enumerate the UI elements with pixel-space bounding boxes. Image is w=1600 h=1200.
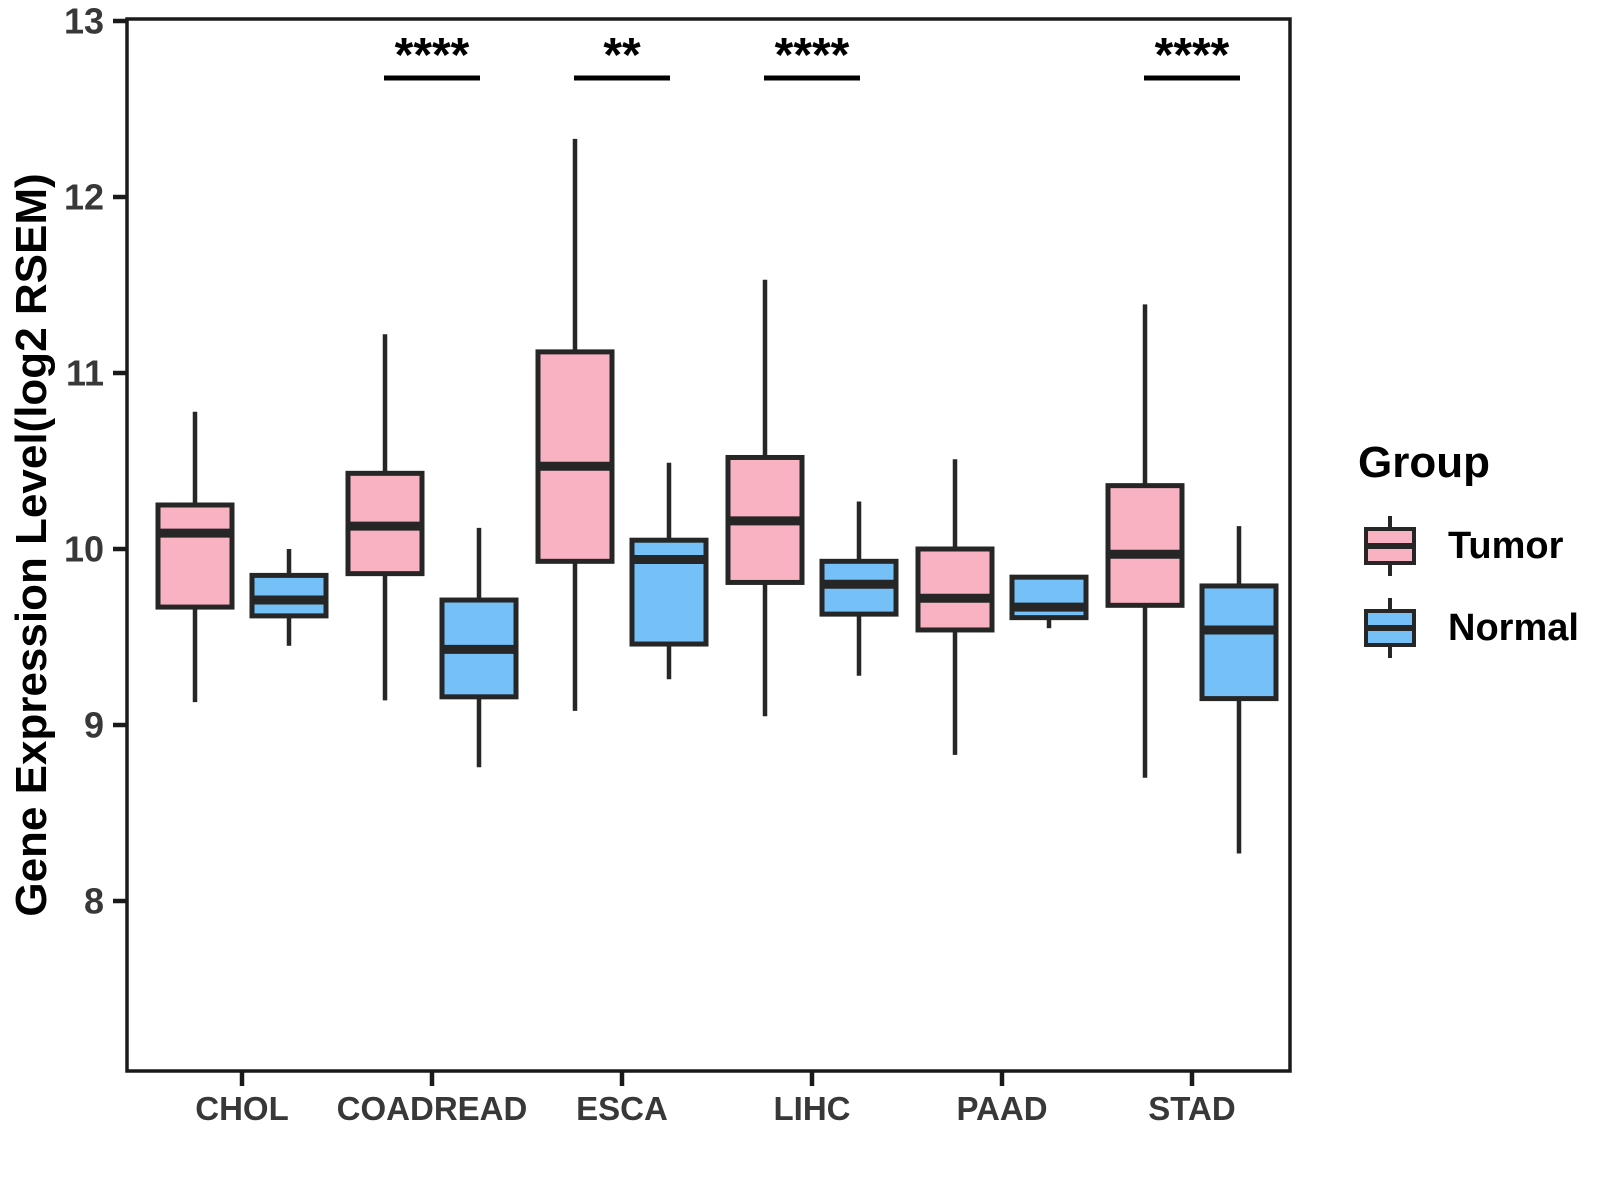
y-axis-title: Gene Expression Level(log2 RSEM): [7, 173, 56, 916]
legend-item-tumor: Tumor: [1362, 514, 1600, 578]
legend: Group Tumor Normal: [1328, 438, 1600, 678]
legend-label-normal: Normal: [1448, 606, 1579, 649]
x-tick-label-STAD: STAD: [1148, 1090, 1235, 1127]
legend-label-tumor: Tumor: [1448, 524, 1564, 567]
y-tick-label-9: 9: [84, 705, 104, 746]
significance-stars-STAD: ****: [1155, 29, 1230, 82]
normal-boxplot-key-icon: [1364, 598, 1416, 658]
box-Normal-STAD: [1199, 583, 1279, 702]
x-tick-label-CHOL: CHOL: [195, 1090, 289, 1127]
y-tick-label-12: 12: [64, 177, 104, 218]
significance-stars-COADREAD: ****: [395, 29, 470, 82]
tumor-boxplot-key-icon: [1364, 516, 1416, 576]
box-Tumor-PAAD: [915, 546, 995, 633]
box-Tumor-CHOL: [155, 502, 235, 610]
box-Tumor-STAD: [1105, 483, 1185, 608]
significance-stars-LIHC: ****: [775, 29, 850, 82]
y-tick-label-10: 10: [64, 529, 104, 570]
x-tick-label-COADREAD: COADREAD: [337, 1090, 528, 1127]
y-tick-label-13: 13: [64, 1, 104, 42]
legend-title: Group: [1358, 438, 1490, 487]
x-tick-label-ESCA: ESCA: [576, 1090, 668, 1127]
y-tick-label-8: 8: [84, 881, 104, 922]
x-tick-label-PAAD: PAAD: [956, 1090, 1047, 1127]
x-tick-label-LIHC: LIHC: [774, 1090, 851, 1127]
y-tick-label-11: 11: [66, 353, 104, 394]
box-Tumor-ESCA: [535, 349, 615, 564]
legend-item-normal: Normal: [1362, 596, 1600, 660]
significance-stars-ESCA: **: [603, 29, 641, 82]
